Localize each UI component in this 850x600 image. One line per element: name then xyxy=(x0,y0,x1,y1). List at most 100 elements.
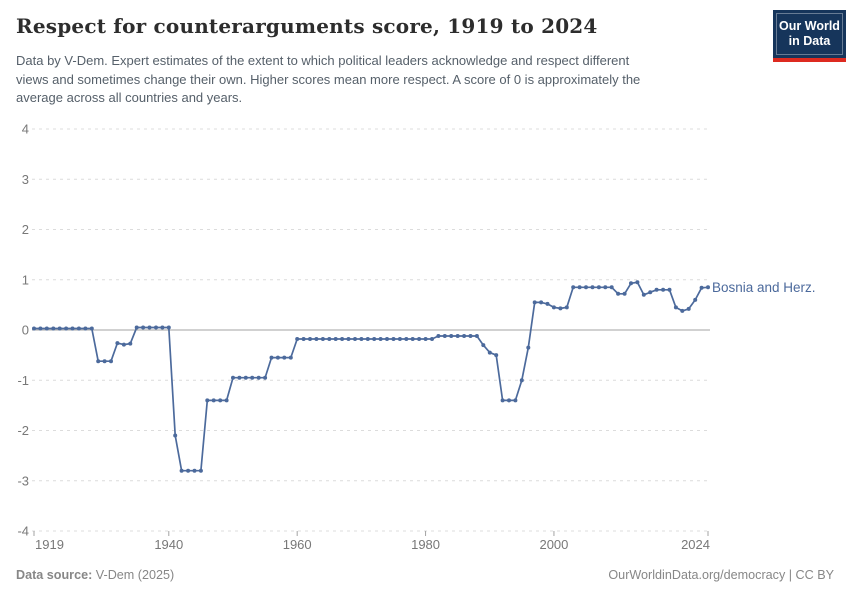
data-point[interactable] xyxy=(333,337,338,341)
data-point[interactable] xyxy=(635,280,640,285)
data-point[interactable] xyxy=(346,337,351,341)
data-point[interactable] xyxy=(211,398,216,403)
data-point[interactable] xyxy=(275,355,280,360)
data-point[interactable] xyxy=(109,359,113,364)
data-point[interactable] xyxy=(462,334,467,338)
data-point[interactable] xyxy=(327,337,332,341)
series-label[interactable]: Bosnia and Herz. xyxy=(712,280,816,295)
data-point[interactable] xyxy=(417,337,422,341)
data-point[interactable] xyxy=(89,326,94,331)
data-point[interactable] xyxy=(385,337,389,341)
data-point[interactable] xyxy=(308,337,312,341)
data-point[interactable] xyxy=(32,326,36,331)
data-point[interactable] xyxy=(70,326,75,331)
data-point[interactable] xyxy=(166,325,171,330)
data-point[interactable] xyxy=(442,334,447,338)
data-point[interactable] xyxy=(648,290,653,295)
data-point[interactable] xyxy=(455,334,460,338)
data-point[interactable] xyxy=(616,291,621,296)
data-point[interactable] xyxy=(314,337,319,341)
data-point[interactable] xyxy=(686,306,691,311)
data-point[interactable] xyxy=(584,285,588,290)
data-point[interactable] xyxy=(231,375,235,380)
data-point[interactable] xyxy=(263,375,268,380)
data-point[interactable] xyxy=(51,326,56,331)
data-point[interactable] xyxy=(186,468,191,473)
data-point[interactable] xyxy=(198,468,203,473)
data-point[interactable] xyxy=(218,398,223,403)
data-line[interactable] xyxy=(33,281,709,472)
data-point[interactable] xyxy=(571,285,576,290)
data-point[interactable] xyxy=(391,337,396,341)
data-point[interactable] xyxy=(500,398,505,403)
data-point[interactable] xyxy=(154,325,158,330)
data-point[interactable] xyxy=(44,326,49,331)
data-point[interactable] xyxy=(449,334,454,338)
data-point[interactable] xyxy=(76,326,81,331)
data-point[interactable] xyxy=(513,398,518,403)
data-point[interactable] xyxy=(474,334,479,338)
data-point[interactable] xyxy=(237,375,242,380)
data-point[interactable] xyxy=(423,337,428,341)
data-point[interactable] xyxy=(353,337,357,341)
data-point[interactable] xyxy=(250,375,255,380)
data-point[interactable] xyxy=(667,287,672,292)
data-point[interactable] xyxy=(526,345,531,350)
data-point[interactable] xyxy=(243,375,248,380)
data-point[interactable] xyxy=(590,285,595,290)
data-point[interactable] xyxy=(141,325,146,330)
data-point[interactable] xyxy=(532,300,537,305)
data-point[interactable] xyxy=(256,375,261,380)
data-point[interactable] xyxy=(365,337,370,341)
data-point[interactable] xyxy=(57,326,62,331)
data-point[interactable] xyxy=(558,306,563,311)
data-point[interactable] xyxy=(487,350,492,355)
data-point[interactable] xyxy=(295,337,300,341)
data-point[interactable] xyxy=(340,337,345,341)
data-point[interactable] xyxy=(545,301,550,306)
data-point[interactable] xyxy=(430,337,434,341)
data-point[interactable] xyxy=(436,334,441,338)
data-point[interactable] xyxy=(680,308,685,313)
data-point[interactable] xyxy=(128,341,133,346)
data-point[interactable] xyxy=(596,285,601,290)
data-point[interactable] xyxy=(603,285,608,290)
data-point[interactable] xyxy=(468,334,473,338)
data-point[interactable] xyxy=(519,378,524,383)
data-point[interactable] xyxy=(372,337,377,341)
data-point[interactable] xyxy=(83,326,88,331)
data-point[interactable] xyxy=(160,325,165,330)
data-point[interactable] xyxy=(397,337,402,341)
data-point[interactable] xyxy=(507,398,511,403)
data-point[interactable] xyxy=(699,285,704,290)
data-point[interactable] xyxy=(64,326,69,331)
data-point[interactable] xyxy=(706,285,710,290)
data-point[interactable] xyxy=(378,337,383,341)
data-point[interactable] xyxy=(134,325,139,330)
data-point[interactable] xyxy=(205,398,210,403)
data-point[interactable] xyxy=(404,337,409,341)
data-point[interactable] xyxy=(269,355,274,360)
data-point[interactable] xyxy=(115,341,120,346)
data-point[interactable] xyxy=(551,305,556,310)
data-point[interactable] xyxy=(661,287,666,292)
data-point[interactable] xyxy=(192,468,197,473)
data-point[interactable] xyxy=(147,325,152,330)
data-point[interactable] xyxy=(673,305,678,310)
data-point[interactable] xyxy=(320,337,325,341)
data-point[interactable] xyxy=(410,337,415,341)
data-point[interactable] xyxy=(494,353,499,358)
data-point[interactable] xyxy=(629,281,633,286)
data-point[interactable] xyxy=(539,300,544,305)
data-point[interactable] xyxy=(577,285,582,290)
data-point[interactable] xyxy=(96,359,101,364)
data-point[interactable] xyxy=(121,342,126,347)
data-point[interactable] xyxy=(224,398,229,403)
data-point[interactable] xyxy=(622,291,627,296)
data-point[interactable] xyxy=(179,468,184,473)
data-point[interactable] xyxy=(564,305,569,310)
data-point[interactable] xyxy=(641,292,646,297)
data-point[interactable] xyxy=(654,287,659,292)
data-point[interactable] xyxy=(102,359,107,364)
